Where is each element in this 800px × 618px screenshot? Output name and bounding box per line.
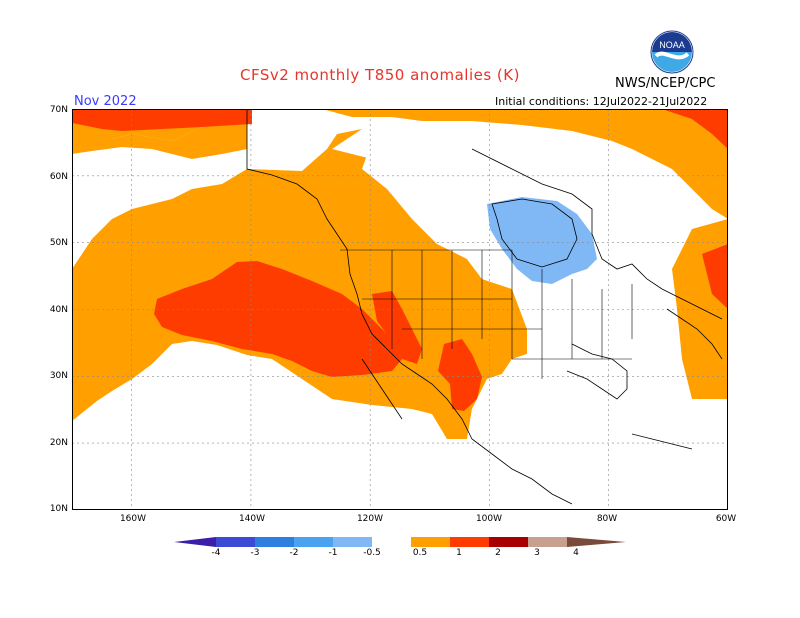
colorbar-bin [216,537,255,547]
colorbar-label: -2 [289,548,299,558]
region-white-alaska [72,147,247,269]
colorbar [174,537,626,547]
region-east-pacific-red [154,261,402,377]
lon-label-80w: 80W [596,514,618,524]
colorbar-label: 0.5 [412,548,428,558]
region-white-arctic [332,121,682,219]
colorbar-bin [255,537,294,547]
region-arctic-red [72,109,252,131]
borders [340,249,633,379]
colorbar-label: 4 [573,548,579,558]
colorbar-right-arrow [567,537,626,547]
lat-label-70n: 70N [49,105,68,115]
lat-label-20n: 20N [49,438,68,448]
map-frame [72,109,728,510]
colorbar-bin [450,537,489,547]
agency-label: NWS/NCEP/CPC [615,76,716,91]
lon-label-60w: 60W [715,514,737,524]
colorbar-label: -1 [328,548,338,558]
lat-label-10n: 10N [49,504,68,514]
logo-text: NOAA [659,40,685,50]
graticule [72,109,728,510]
region-greenland-red [662,109,728,149]
initial-conditions: Initial conditions: 12Jul2022-21Jul2022 [495,95,708,108]
colorbar-left-arrow [174,537,216,547]
colorbar-label: 2 [495,548,501,558]
colorbar-bin [333,537,372,547]
lon-label-160w: 160W [119,514,147,524]
forecast-month: Nov 2022 [74,94,137,109]
chart-title: CFSv2 monthly T850 anomalies (K) [240,66,520,84]
coastlines [246,109,723,505]
colorbar-label: 1 [456,548,462,558]
colorbar-bin [294,537,333,547]
anomaly-map [72,109,728,510]
region-hudson-bay-blue [487,197,597,284]
region-white-conus [452,204,728,510]
lat-label-40n: 40N [49,305,68,315]
region-southwest-red [372,291,422,364]
noaa-logo: NOAA [650,30,694,74]
region-texas-red [438,339,482,411]
colorbar-label: 3 [534,548,540,558]
lon-label-120w: 120W [356,514,384,524]
lat-label-60n: 60N [49,172,68,182]
colorbar-bin [528,537,567,547]
lat-label-30n: 30N [49,371,68,381]
lon-label-140w: 140W [238,514,266,524]
colorbar-label: -4 [211,548,221,558]
colorbar-label: -0.5 [363,548,381,558]
lat-label-50n: 50N [49,238,68,248]
region-atlantic-red [702,244,728,309]
lon-label-100w: 100W [475,514,503,524]
colorbar-bin [372,537,411,547]
colorbar-bin [411,537,450,547]
colorbar-bin [489,537,528,547]
colorbar-label: -3 [250,548,260,558]
